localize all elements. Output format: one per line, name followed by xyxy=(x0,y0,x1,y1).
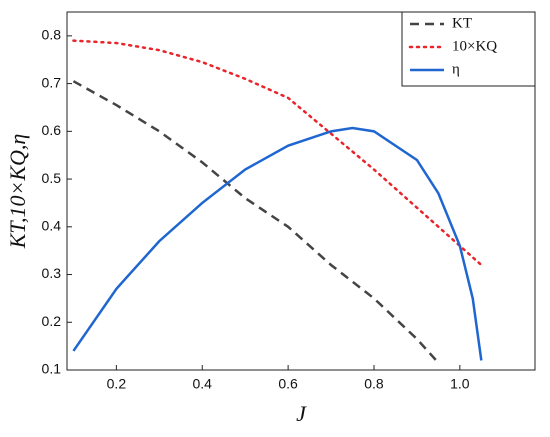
x-tick-label: 0.4 xyxy=(193,376,213,392)
y-axis-title: KT,10×KQ,η xyxy=(5,134,30,250)
plot-frame xyxy=(66,11,536,371)
x-tick-label: 1.0 xyxy=(450,376,470,392)
legend-box xyxy=(401,11,536,87)
y-tick-label: 0.6 xyxy=(42,122,62,138)
x-tick-label: 0.6 xyxy=(278,376,298,392)
series-line xyxy=(72,126,483,361)
x-tick-label: 0.2 xyxy=(107,376,127,392)
legend-label: η xyxy=(452,61,460,77)
x-tick-label: 0.8 xyxy=(364,376,384,392)
legend-label: KT xyxy=(452,15,472,31)
series-line xyxy=(72,39,483,267)
y-tick-label: 0.2 xyxy=(42,313,62,329)
y-tick-label: 0.1 xyxy=(42,361,62,377)
series-line xyxy=(72,80,440,364)
y-tick-label: 0.8 xyxy=(42,27,62,43)
y-tick-label: 0.5 xyxy=(42,170,62,186)
y-tick-label: 0.7 xyxy=(42,74,62,90)
x-axis-title: J xyxy=(296,401,307,426)
y-tick-label: 0.3 xyxy=(42,265,62,281)
y-tick-label: 0.4 xyxy=(42,218,62,234)
legend-label: 10×KQ xyxy=(452,38,497,54)
